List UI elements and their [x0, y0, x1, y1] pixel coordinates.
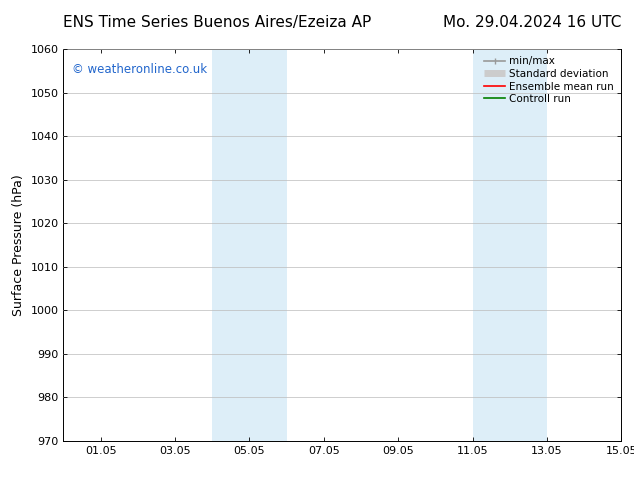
Bar — [472, 49, 547, 441]
Legend: min/max, Standard deviation, Ensemble mean run, Controll run: min/max, Standard deviation, Ensemble me… — [482, 54, 616, 106]
Bar — [212, 49, 287, 441]
Text: © weatheronline.co.uk: © weatheronline.co.uk — [72, 63, 207, 76]
Y-axis label: Surface Pressure (hPa): Surface Pressure (hPa) — [12, 174, 25, 316]
Text: Mo. 29.04.2024 16 UTC: Mo. 29.04.2024 16 UTC — [443, 15, 621, 29]
Text: ENS Time Series Buenos Aires/Ezeiza AP: ENS Time Series Buenos Aires/Ezeiza AP — [63, 15, 372, 29]
